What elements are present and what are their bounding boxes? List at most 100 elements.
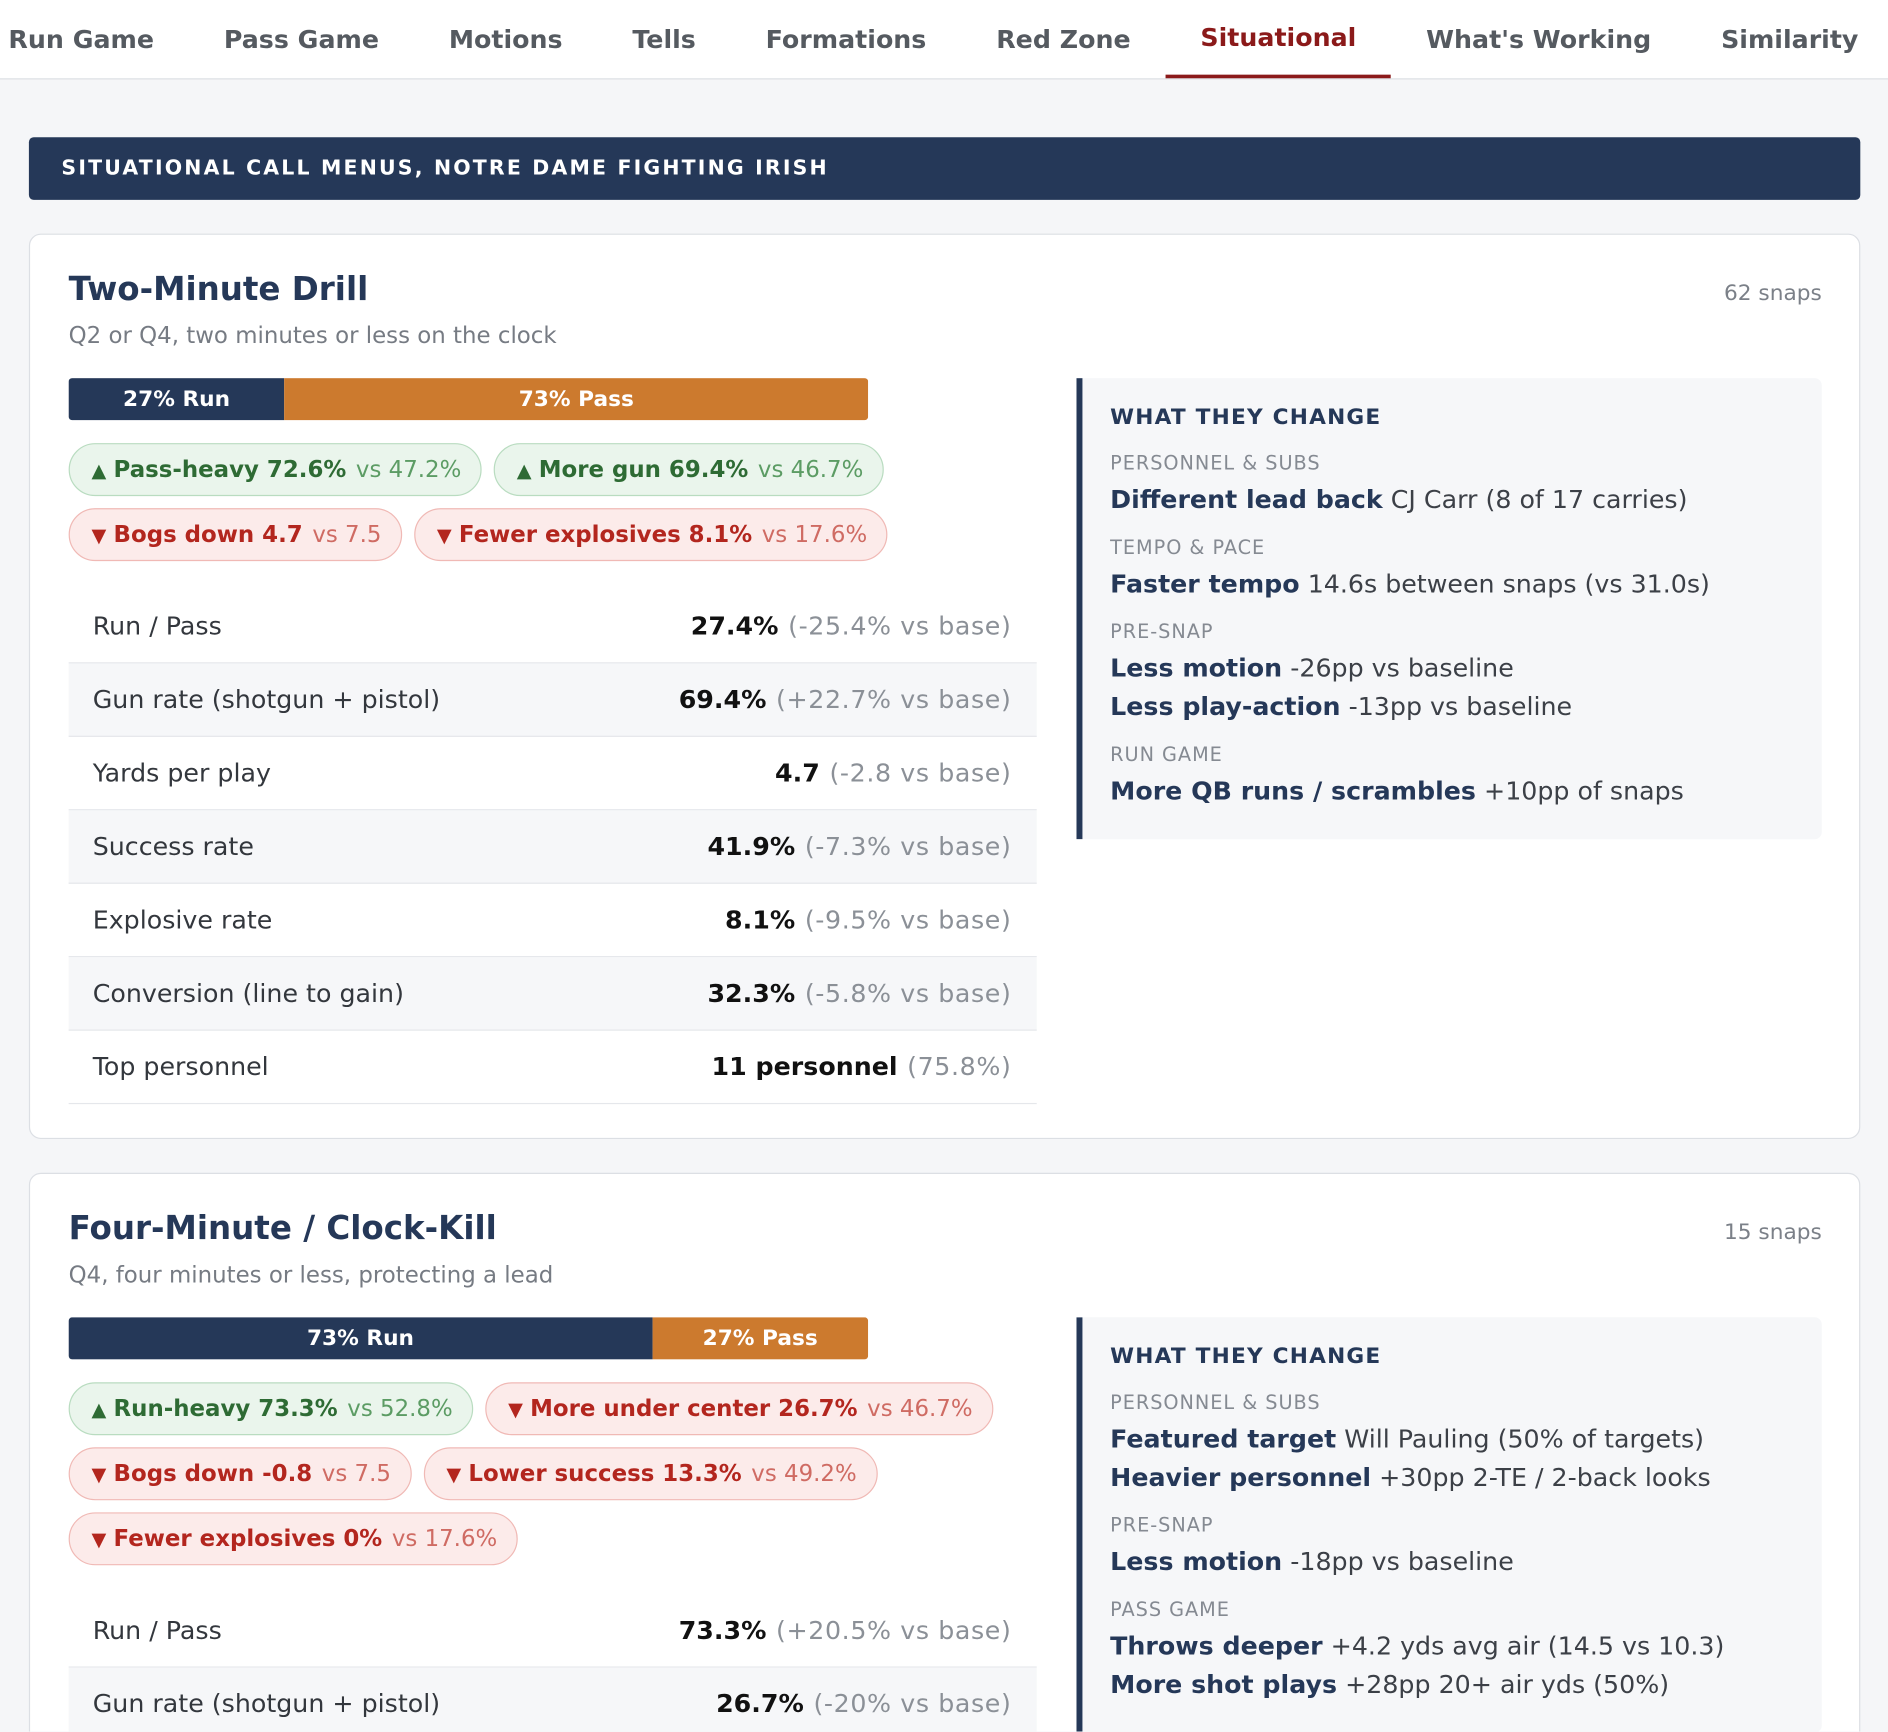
stat-value: 32.3% [707, 978, 796, 1008]
change-detail: +4.2 yds avg air (14.5 vs 10.3) [1330, 1631, 1725, 1661]
snap-count: 62 snaps [1723, 280, 1822, 306]
tab[interactable]: Formations [765, 24, 927, 54]
stat-row: Gun rate (shotgun + pistol) 26.7% (-20% vs… [68, 1667, 1037, 1732]
section-title: RUN GAME [1110, 742, 1223, 766]
trend-arrow: ▼ [446, 1462, 462, 1486]
change-label: Less motion [1110, 653, 1283, 683]
run-pass-bar: 73% Run 27% Pass [68, 1317, 869, 1360]
run-segment: 73% Run [68, 1317, 653, 1360]
trend-arrow: ▼ [91, 1527, 107, 1551]
trend-chip: ▲ More gun 69.4% vs 46.7% [493, 443, 884, 497]
stat-label: Gun rate (shotgun + pistol) [92, 685, 441, 715]
stat-row: Run / Pass 27.4% (-25.4% vs base) [68, 590, 1037, 664]
stat-value: 8.1% [725, 905, 796, 935]
trend-arrow: ▼ [91, 1462, 107, 1486]
change-label: Less motion [1110, 1547, 1283, 1577]
changes-heading: WHAT THEY CHANGE [1110, 404, 1382, 430]
run-pass-bar: 27% Run 73% Pass [68, 378, 869, 421]
stat-delta: (-25.4% vs base) [788, 611, 1012, 641]
card-header: Four-Minute / Clock-Kill 15 snaps [69, 1210, 1822, 1247]
stat-delta: (-5.8% vs base) [804, 978, 1012, 1008]
card-title: Two-Minute Drill [68, 270, 369, 309]
chip-baseline: vs 46.7% [757, 456, 864, 483]
change-item: More QB runs / scrambles +10pp of snaps [1110, 772, 1793, 811]
change-item: Throws deeper +4.2 yds avg air (14.5 vs … [1110, 1627, 1793, 1666]
chip-baseline: vs 52.8% [347, 1395, 453, 1423]
snap-count: 15 snaps [1723, 1219, 1822, 1246]
stat-label: Top personnel [92, 1052, 269, 1082]
stat-value: 26.7% [716, 1689, 804, 1719]
stat-value: 27.4% [690, 611, 779, 641]
tab[interactable]: Tells [632, 24, 696, 54]
stat-value-group: 27.4% (-25.4% vs base) [691, 612, 1012, 641]
chip-text: More under center 26.7% [530, 1395, 858, 1423]
left-column: 73% Run 27% Pass ▲ Run-heavy 73.3% vs 52.8% ▼… [68, 1317, 1037, 1732]
tab[interactable]: Similarity [1721, 24, 1859, 54]
trend-chip: ▼ Bogs down -0.8 vs 7.5 [68, 1447, 412, 1501]
tab[interactable]: Situational [1165, 0, 1392, 79]
tab[interactable]: Run Game [8, 24, 155, 54]
change-item: Different lead back CJ Carr (8 of 17 car… [1110, 480, 1793, 519]
stat-value: 73.3% [678, 1615, 767, 1645]
chip-baseline: vs 49.2% [751, 1460, 857, 1488]
chip-list: ▲ Run-heavy 73.3% vs 52.8% ▼ More under cent… [68, 1382, 1037, 1566]
stat-label: Yards per play [92, 758, 271, 788]
chip-text: More gun 69.4% [538, 456, 749, 483]
stat-value-group: 8.1% (-9.5% vs base) [725, 905, 1011, 934]
chip-text: Run-heavy 73.3% [113, 1395, 338, 1423]
change-item: Less play-action -13pp vs baseline [1110, 688, 1793, 727]
trend-chip: ▼ Bogs down 4.7 vs 7.5 [68, 508, 402, 562]
left-column: 27% Run 73% Pass ▲ Pass-heavy 72.6% vs 47.2%… [68, 378, 1037, 1105]
change-label: Faster tempo [1110, 569, 1300, 599]
chip-baseline: vs 17.6% [391, 1525, 498, 1553]
chip-baseline: vs 17.6% [761, 521, 868, 548]
changes-heading: WHAT THEY CHANGE [1110, 1343, 1382, 1370]
stat-delta: (-9.5% vs base) [804, 905, 1012, 935]
tab[interactable]: Pass Game [223, 24, 380, 54]
change-label: Featured target [1110, 1424, 1337, 1454]
trend-arrow: ▲ [516, 458, 532, 482]
pass-segment: 73% Pass [284, 378, 869, 421]
card-list: Two-Minute Drill 62 snaps Q2 or Q4, two mi… [0, 233, 1888, 1732]
trend-arrow: ▲ [91, 1397, 107, 1421]
stat-label: Explosive rate [92, 905, 273, 935]
chip-text: Bogs down 4.7 [113, 521, 303, 548]
tab-bar: Run Game Pass Game Motions Tells Formations R… [0, 0, 1888, 80]
change-item: Less motion -26pp vs baseline [1110, 649, 1793, 688]
stat-row: Run / Pass 73.3% (+20.5% vs base) [68, 1594, 1037, 1668]
stat-delta: (-2.8 vs base) [829, 758, 1012, 788]
section-title: TEMPO & PACE [1110, 535, 1266, 559]
change-item: Featured target Will Pauling (50% of tar… [1110, 1420, 1793, 1459]
tab[interactable]: What's Working [1426, 24, 1652, 54]
stat-value: 4.7 [775, 758, 820, 788]
chip-baseline: vs 7.5 [312, 521, 382, 548]
stat-label: Gun rate (shotgun + pistol) [92, 1689, 441, 1719]
change-detail: 14.6s between snaps (vs 31.0s) [1307, 569, 1710, 599]
trend-arrow: ▼ [508, 1397, 523, 1421]
tab[interactable]: Red Zone [996, 24, 1131, 54]
stat-label: Run / Pass [92, 1615, 222, 1645]
trend-chip: ▲ Pass-heavy 72.6% vs 47.2% [68, 443, 482, 497]
stat-label: Conversion (line to gain) [92, 978, 404, 1008]
change-detail: -18pp vs baseline [1290, 1547, 1514, 1577]
section-title: PASS GAME [1110, 1597, 1230, 1621]
card-body: 73% Run 27% Pass ▲ Run-heavy 73.3% vs 52.8% ▼… [68, 1317, 1822, 1732]
stat-row: Conversion (line to gain) 32.3% (-5.8% vs … [68, 957, 1037, 1031]
change-item: Faster tempo 14.6s between snaps (vs 31.… [1110, 565, 1793, 604]
trend-chip: ▼ Fewer explosives 0% vs 17.6% [68, 1512, 518, 1566]
trend-chip: ▼ More under center 26.7% vs 46.7% [485, 1382, 994, 1436]
stat-value-group: 26.7% (-20% vs base) [716, 1689, 1011, 1718]
stat-row: Top personnel 11 personnel (75.8%) [68, 1031, 1037, 1105]
stat-row: Gun rate (shotgun + pistol) 69.4% (+22.7% … [68, 663, 1037, 737]
stat-delta: (+20.5% vs base) [776, 1615, 1012, 1645]
stat-row: Yards per play 4.7 (-2.8 vs base) [68, 737, 1037, 811]
stat-delta: (+22.7% vs base) [776, 685, 1012, 715]
stat-delta: (-7.3% vs base) [804, 832, 1012, 861]
stat-value-group: 69.4% (+22.7% vs base) [679, 685, 1012, 714]
stat-value-group: 41.9% (-7.3% vs base) [707, 832, 1011, 861]
trend-chip: ▼ Fewer explosives 8.1% vs 17.6% [413, 508, 888, 562]
run-segment: 27% Run [68, 378, 285, 421]
change-label: Less play-action [1110, 692, 1341, 722]
stat-value-group: 4.7 (-2.8 vs base) [775, 759, 1011, 788]
tab[interactable]: Motions [448, 24, 563, 54]
